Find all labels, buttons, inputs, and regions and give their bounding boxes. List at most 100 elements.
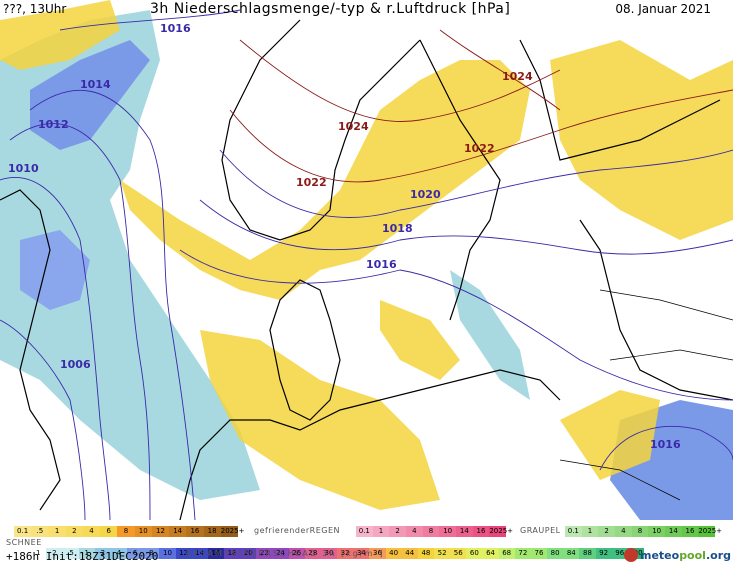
legend-freezing-cell-3: 4 <box>406 526 423 537</box>
coastlines <box>0 19 733 520</box>
legend-total-cell-10: 12 <box>175 548 192 559</box>
isobar-line-1022 <box>229 89 733 183</box>
snow-strip-baltic <box>450 270 530 400</box>
legend-freezing-cell-4: 8 <box>422 526 440 537</box>
legend-total-cell-6: 4 <box>110 548 128 559</box>
legend-rain-cell-2: 1 <box>48 526 66 537</box>
legend-graupel-cell-6: 14 <box>665 526 682 537</box>
legend-rain-cell-10: 16 <box>186 526 204 537</box>
legend-total-cell-7: 6 <box>127 548 144 559</box>
snow-heavy-west <box>30 40 150 150</box>
isobar-line-1024-b <box>439 29 561 111</box>
legend-rain-cell-1: .5 <box>31 526 49 537</box>
legend-rain-scale: 0.1.5 1 2 4 6 8 10 12 14 16 18 2025+ <box>14 526 245 537</box>
legend-rain-cell-7: 10 <box>134 526 152 537</box>
legend-total-cell-35: 88 <box>579 548 596 559</box>
legend-rain-cell-4: 4 <box>82 526 101 537</box>
legend-graupel-cell-2: 2 <box>598 526 615 537</box>
legend-rain-cell-8: 12 <box>151 526 170 537</box>
logo-text: meteopool.org <box>639 548 731 562</box>
coastline-jutland <box>269 279 341 421</box>
legend-graupel-cell-4: 8 <box>631 526 649 537</box>
legend-graupel-cell-0: 0.1 <box>565 526 582 537</box>
isobar-line-1014 <box>29 89 196 520</box>
legend-snow-label: SCHNEE <box>6 538 42 547</box>
isobar-line-1006 <box>0 319 86 520</box>
legend-total-cell-34: 84 <box>563 548 580 559</box>
legend-rain-cell-11: 18 <box>203 526 221 537</box>
meteopool-logo[interactable]: meteopool.org <box>623 547 731 563</box>
isobar-label-1022-east: 1022 <box>464 142 495 155</box>
legend-total-cell-5: 2 <box>94 548 111 559</box>
rain-area-northwest <box>0 0 120 70</box>
legend-total-cell-17: 26 <box>288 548 305 559</box>
legend-total-cell-14: 20 <box>240 548 257 559</box>
isobar-label-1016-southeast: 1016 <box>650 438 681 451</box>
isobar-label-1016-north: 1016 <box>160 22 191 35</box>
rain-area-northeast <box>550 40 733 240</box>
legend-rain-cell-0: 0.1 <box>14 526 32 537</box>
legend-total-cell-18: 28 <box>304 548 321 559</box>
coastline-britain <box>0 189 61 511</box>
legend-total-cell-21: 34 <box>353 548 370 559</box>
rain-area-central <box>120 60 530 300</box>
legend-total-cell-3: .5 <box>62 548 79 559</box>
coastline-finland <box>519 39 721 161</box>
legend: 0.1.5 1 2 4 6 8 10 12 14 16 18 2025+ gefrierenderRE… <box>0 520 733 566</box>
legend-total-cell-12: 16 <box>207 548 224 559</box>
isobar-line-1020 <box>219 149 733 218</box>
legend-total-cell-4: 1 <box>78 548 95 559</box>
legend-total-cell-25: 48 <box>417 548 434 559</box>
legend-total-cell-9: 10 <box>159 548 176 559</box>
isobar-label-1010: 1010 <box>8 162 39 175</box>
legend-total-cell-20: 32 <box>337 548 354 559</box>
legend-rain-cell-5: 6 <box>100 526 118 537</box>
legend-total-cell-37: 96 <box>611 548 628 559</box>
coastline-norway <box>221 19 421 241</box>
legend-total-cell-24: 44 <box>401 548 418 559</box>
legend-freezing-cell-6: 14 <box>456 526 473 537</box>
legend-graupel-scale: 0.1 1 2 4 8 10 14 16 2025+ <box>565 526 722 537</box>
legend-total-cell-29: 64 <box>482 548 499 559</box>
isobar-line-1016-n <box>59 9 241 31</box>
isobar-label-1012: 1012 <box>38 118 69 131</box>
legend-rain-cell-3: 2 <box>65 526 83 537</box>
legend-total-cell-28: 60 <box>466 548 483 559</box>
legend-freezing-cell-1: 1 <box>372 526 390 537</box>
legend-graupel-cell-3: 4 <box>615 526 632 537</box>
map-title: 3h Niederschlagsmenge/-typ & r.Luftdruck… <box>150 1 511 17</box>
precipitation-map: 1016 1014 1012 1010 1006 1024 1024 1022 … <box>0 0 733 520</box>
legend-total-cell-15: 22 <box>256 548 273 559</box>
legend-total-cell-23: 40 <box>385 548 402 559</box>
isobar-label-1018: 1018 <box>382 222 413 235</box>
legend-total-cell-13: 18 <box>224 548 241 559</box>
isobar-label-1020: 1020 <box>410 188 441 201</box>
isobar-line-1018 <box>199 199 733 255</box>
legend-total-cell-32: 76 <box>530 548 548 559</box>
legend-total-cell-16: 24 <box>272 548 289 559</box>
forecast-date: 08. Januar 2021 <box>615 2 711 16</box>
forecast-time: ???, 13Uhr <box>3 2 67 16</box>
legend-total-cell-0 <box>14 548 31 559</box>
legend-total-label: GESAMTNIEDERSCHLAG 3h [kg/m²] <box>185 549 385 558</box>
legend-total-cell-11: 14 <box>191 548 208 559</box>
coastline-continent <box>179 369 561 520</box>
legend-freezing-label: gefrierenderREGEN <box>254 526 340 535</box>
legend-freezing-cell-2: 2 <box>389 526 406 537</box>
isobar-labels: 1016 1014 1012 1010 1006 1024 1024 1022 … <box>8 22 681 451</box>
legend-rain-cell-12: 2025+ <box>220 526 245 537</box>
isobar-label-1016-central: 1016 <box>366 258 397 271</box>
legend-freezing-cell-8: 2025+ <box>489 526 514 537</box>
legend-total-cell-8: 8 <box>143 548 160 559</box>
isobar-label-1024-east: 1024 <box>502 70 533 83</box>
legend-total-cell-1: 1 <box>30 548 47 559</box>
legend-graupel-cell-7: 16 <box>681 526 699 537</box>
legend-total-cell-2: 2 <box>46 548 63 559</box>
coastline-sweden <box>419 39 501 321</box>
isobar-line-1024-a <box>239 39 561 122</box>
legend-rain-cell-9: 14 <box>169 526 187 537</box>
isobar-label-1022-west: 1022 <box>296 176 327 189</box>
isobar-line-1010 <box>0 177 111 520</box>
legend-total-cell-31: 72 <box>514 548 531 559</box>
